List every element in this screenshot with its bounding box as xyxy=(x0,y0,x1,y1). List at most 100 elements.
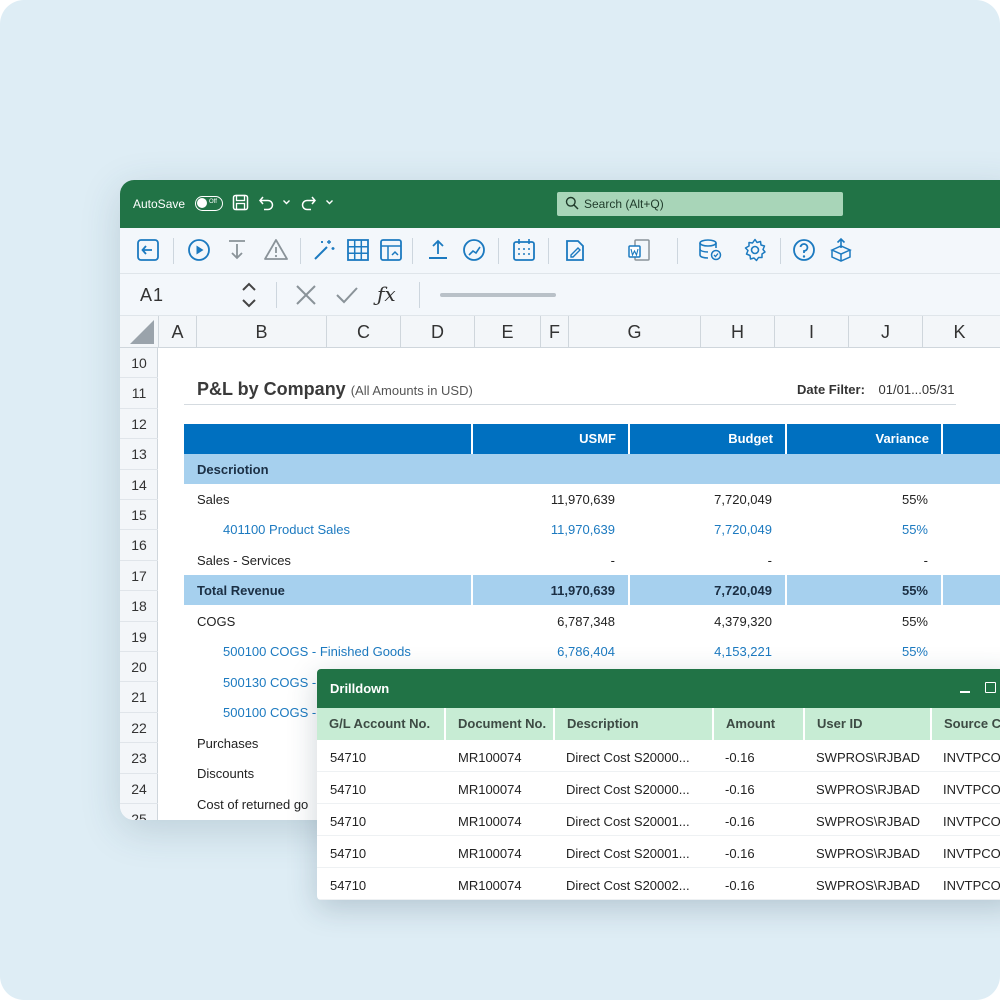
description-cell: Direct Cost S20001... xyxy=(566,814,690,829)
save-icon[interactable] xyxy=(232,194,249,211)
column-description[interactable]: Description xyxy=(553,708,712,740)
row-header[interactable]: 17 xyxy=(120,561,158,592)
account-link[interactable]: 500100 COGS - Finished Goods xyxy=(223,644,411,659)
budget-value[interactable]: 7,720,049 xyxy=(714,522,772,537)
column-user-id[interactable]: User ID xyxy=(803,708,930,740)
report-row-sales-services[interactable]: Sales - Services - - - xyxy=(184,545,1000,575)
download-icon[interactable] xyxy=(223,236,251,264)
column-header-k[interactable]: K xyxy=(922,316,996,348)
report-row-discounts[interactable]: Discounts xyxy=(184,758,1000,788)
table-row[interactable]: 54710 MR100074 Direct Cost S20002... -0.… xyxy=(317,868,1000,900)
row-header[interactable]: 19 xyxy=(120,622,158,652)
report-row-sales[interactable]: Sales 11,970,639 7,720,049 55% xyxy=(184,484,1000,514)
row-header[interactable]: 21 xyxy=(120,682,158,713)
select-all-corner[interactable] xyxy=(120,316,158,348)
help-icon[interactable] xyxy=(790,236,818,264)
magic-wand-icon[interactable] xyxy=(310,236,338,264)
column-source-code[interactable]: Source C xyxy=(930,708,1000,740)
database-icon[interactable] xyxy=(696,236,724,264)
row-header[interactable]: 11 xyxy=(120,378,158,409)
account-link[interactable]: 500130 COGS - xyxy=(223,675,317,690)
header-variance[interactable]: Variance xyxy=(785,424,941,454)
report-header-row: USMF Budget Variance xyxy=(184,424,1000,454)
column-header-a[interactable]: A xyxy=(158,316,196,348)
insert-function-icon[interactable]: ƒx xyxy=(377,282,396,306)
report-row-account[interactable]: 500100 COGS - Finished Goods 6,786,404 4… xyxy=(184,636,1000,666)
description-header: Descriotion xyxy=(197,462,269,477)
row-header[interactable]: 10 xyxy=(120,348,158,379)
column-header-c[interactable]: C xyxy=(326,316,400,348)
autosave-toggle[interactable]: Off xyxy=(195,196,223,211)
column-header-i[interactable]: I xyxy=(774,316,848,348)
word-export-icon[interactable] xyxy=(625,236,653,264)
column-header-j[interactable]: J xyxy=(848,316,922,348)
row-header[interactable]: 15 xyxy=(120,500,158,531)
column-amount[interactable]: Amount xyxy=(712,708,803,740)
report-row-cost-of-returned-goods[interactable]: Cost of returned go xyxy=(184,789,1000,819)
header-budget[interactable]: Budget xyxy=(628,424,785,454)
report-row-purchases[interactable]: Purchases xyxy=(184,728,1000,758)
usmf-value: - xyxy=(610,553,615,568)
redo-dropdown-chevron-icon[interactable] xyxy=(325,199,334,206)
row-header[interactable]: 22 xyxy=(120,713,158,744)
warning-icon[interactable] xyxy=(262,236,290,264)
document-edit-icon[interactable] xyxy=(561,236,589,264)
report-row-account[interactable]: 500130 COGS - xyxy=(184,667,1000,697)
column-header-f[interactable]: F xyxy=(540,316,568,348)
confirm-icon[interactable] xyxy=(335,283,359,307)
row-header[interactable]: 23 xyxy=(120,743,158,774)
cancel-icon[interactable] xyxy=(294,283,318,307)
report-row-cogs[interactable]: COGS 6,787,348 4,379,320 55% xyxy=(184,606,1000,636)
variance-value[interactable]: 55% xyxy=(901,644,928,659)
layout-icon[interactable] xyxy=(377,236,405,264)
back-icon[interactable] xyxy=(134,236,162,264)
formula-input[interactable] xyxy=(440,293,556,297)
report-row-total-revenue[interactable]: Total Revenue 11,970,639 7,720,049 55% xyxy=(184,575,1000,605)
row-header[interactable]: 16 xyxy=(120,530,158,561)
name-box-stepper-icon[interactable] xyxy=(240,281,258,309)
usmf-value[interactable]: 11,970,639 xyxy=(550,522,615,537)
usmf-value[interactable]: 6,786,404 xyxy=(557,644,615,659)
column-document-no[interactable]: Document No. xyxy=(444,708,553,740)
table-row[interactable]: 54710 MR100074 Direct Cost S20001... -0.… xyxy=(317,836,1000,868)
chart-icon[interactable] xyxy=(460,236,488,264)
row-header[interactable]: 18 xyxy=(120,591,158,622)
run-icon[interactable] xyxy=(185,236,213,264)
account-link[interactable]: 500100 COGS - xyxy=(223,705,317,720)
maximize-icon[interactable] xyxy=(985,682,996,693)
undo-icon[interactable] xyxy=(258,194,275,211)
column-header-g[interactable]: G xyxy=(568,316,700,348)
row-header[interactable]: 14 xyxy=(120,470,158,500)
column-gl-account[interactable]: G/L Account No. xyxy=(329,716,431,731)
column-header-b[interactable]: B xyxy=(196,316,326,348)
table-row[interactable]: 54710 MR100074 Direct Cost S20000... -0.… xyxy=(317,740,1000,772)
upload-icon[interactable] xyxy=(424,236,452,264)
row-header[interactable]: 20 xyxy=(120,652,158,683)
column-header-e[interactable]: E xyxy=(474,316,540,348)
row-header[interactable]: 25 xyxy=(120,804,158,820)
report-row-account[interactable]: 500100 COGS - xyxy=(184,697,1000,727)
calendar-icon[interactable] xyxy=(510,236,538,264)
column-header-d[interactable]: D xyxy=(400,316,474,348)
row-header[interactable]: 24 xyxy=(120,774,158,804)
variance-value[interactable]: 55% xyxy=(901,522,928,537)
budget-value[interactable]: 4,153,221 xyxy=(714,644,772,659)
deploy-icon[interactable] xyxy=(827,236,855,264)
row-header[interactable]: 13 xyxy=(120,439,158,470)
grid-icon[interactable] xyxy=(344,236,372,264)
redo-icon[interactable] xyxy=(300,194,317,211)
name-box[interactable]: A1 xyxy=(140,285,165,305)
table-row[interactable]: 54710 MR100074 Direct Cost S20000... -0.… xyxy=(317,772,1000,804)
report-row-account[interactable]: 401100 Product Sales 11,970,639 7,720,04… xyxy=(184,514,1000,544)
search-box[interactable]: Search (Alt+Q) xyxy=(557,192,843,216)
table-row[interactable]: 54710 MR100074 Direct Cost S20001... -0.… xyxy=(317,804,1000,836)
settings-icon[interactable] xyxy=(741,236,769,264)
column-header-h[interactable]: H xyxy=(700,316,774,348)
row-header[interactable]: 12 xyxy=(120,409,158,440)
header-usmf[interactable]: USMF xyxy=(471,424,628,454)
undo-dropdown-chevron-icon[interactable] xyxy=(282,199,291,206)
minimize-icon[interactable] xyxy=(960,691,970,693)
account-link[interactable]: 401100 Product Sales xyxy=(223,522,350,537)
date-filter-value[interactable]: 01/01...05/31 xyxy=(878,382,955,397)
header-next-column[interactable] xyxy=(941,424,1000,454)
